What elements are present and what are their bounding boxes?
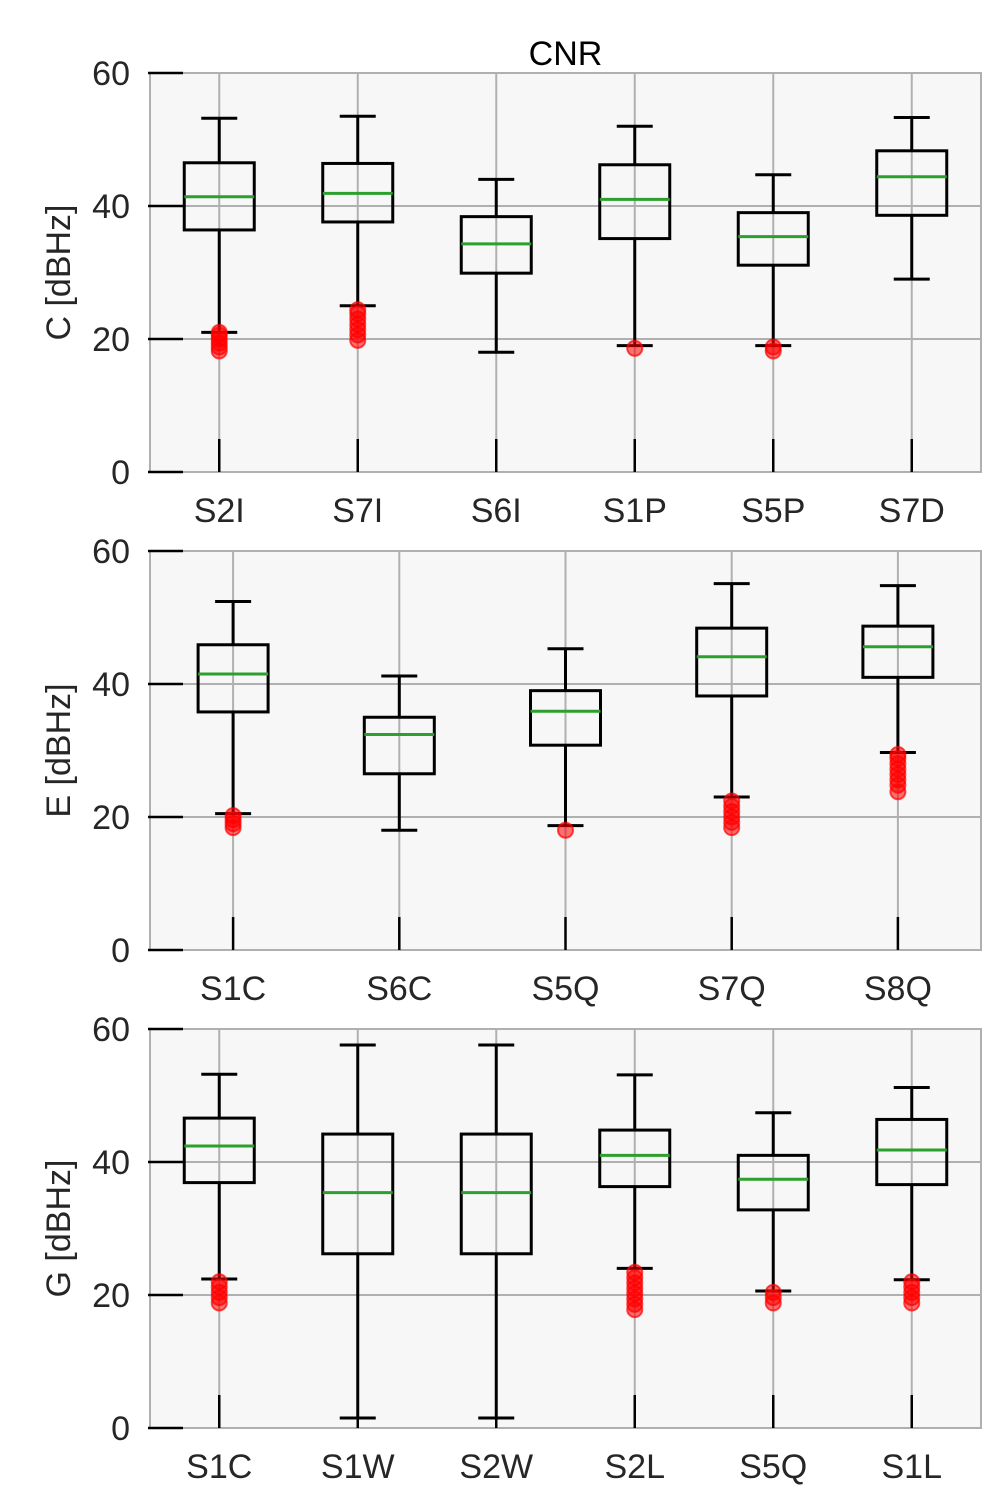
iqr-box [736, 1153, 810, 1212]
axes-frame [149, 1028, 982, 1429]
x-tick-label: S2I [194, 492, 245, 530]
iqr-box [695, 626, 769, 698]
outlier-point [626, 339, 644, 357]
y-tick-label: 60 [92, 533, 130, 571]
iqr-box [861, 624, 935, 679]
box-S5P [736, 173, 810, 360]
box-S8Q [861, 584, 935, 801]
x-tick-label: S7D [879, 492, 945, 530]
y-tick-label: 60 [92, 1011, 130, 1049]
box-S2I [182, 116, 256, 360]
x-tick-label: S7Q [698, 970, 766, 1008]
x-tick-label: S2L [605, 1448, 666, 1486]
panel-3: 0 20 40 60 S1C S1W S2W S2L S5Q S1L G [dBHz] [40, 1011, 982, 1486]
y-tick-label: 0 [111, 932, 130, 970]
iqr-box [875, 1117, 949, 1187]
outlier-point [764, 1283, 782, 1301]
iqr-box [875, 149, 949, 217]
box-S1L [875, 1086, 949, 1312]
axes-background [150, 1029, 981, 1428]
x-tick-label: S6C [366, 970, 432, 1008]
y-tick-label: 40 [92, 1144, 130, 1182]
x-tick-label: S1W [321, 1448, 395, 1486]
y-tick-label: 60 [92, 55, 130, 93]
box-S1C [182, 1072, 256, 1312]
box-S1P [598, 124, 672, 357]
iqr-box [736, 211, 810, 267]
x-tick-label: S6I [471, 492, 522, 530]
y-tick-label: 40 [92, 188, 130, 226]
panel-2: 0 20 40 60 S1C S6C S5Q S7Q S8Q E [dBHz] [40, 533, 982, 1008]
outlier-point [626, 1263, 644, 1281]
box-S2L [598, 1073, 672, 1319]
x-tick-label: S1C [186, 1448, 252, 1486]
x-tick-label: S1L [882, 1448, 943, 1486]
box-S1W [321, 1043, 395, 1420]
iqr-box [598, 163, 672, 241]
x-tick-label: S7I [332, 492, 383, 530]
y-tick-label: 0 [111, 1410, 130, 1448]
box-S5Q [736, 1111, 810, 1312]
y-tick-label: 0 [111, 454, 130, 492]
chart-title: CNR [529, 35, 603, 73]
box-S7D [875, 116, 949, 281]
outlier-point [210, 323, 228, 341]
box-S5Q [529, 647, 602, 839]
axes-background [150, 73, 981, 472]
iqr-box [196, 643, 270, 714]
x-tick-label: S2W [459, 1448, 533, 1486]
y-tick-label: 40 [92, 666, 130, 704]
x-tick-label: S5P [741, 492, 805, 530]
outlier-point [210, 1273, 228, 1291]
y-tick-label: 20 [92, 1277, 130, 1315]
outlier-point [764, 338, 782, 356]
x-tick-label: S5Q [739, 1448, 807, 1486]
axes-frame [149, 72, 982, 473]
box-S6I [459, 177, 533, 354]
x-tick-label: S1P [603, 492, 667, 530]
box-S6C [362, 674, 436, 832]
outlier-point [903, 1273, 921, 1291]
outlier-point [224, 807, 242, 825]
x-tick-label: S8Q [864, 970, 932, 1008]
iqr-box [182, 1116, 256, 1185]
iqr-box [362, 715, 436, 776]
box-S7I [321, 114, 395, 349]
outlier-point [349, 301, 367, 319]
y-tick-label: 20 [92, 799, 130, 837]
iqr-box [529, 689, 602, 747]
y-axis-label: E [dBHz] [40, 683, 78, 817]
outlier-point [889, 745, 907, 763]
x-tick-label: S1C [200, 970, 266, 1008]
y-axis-label: G [dBHz] [40, 1160, 78, 1298]
panel-1: 0 20 40 60 S2I S7I S6I S1P S5P S7D C [dBHz] CNR [40, 35, 982, 530]
outlier-point [723, 792, 741, 810]
iqr-box [598, 1128, 672, 1189]
outlier-point [557, 821, 574, 839]
box-S2W [459, 1043, 533, 1420]
y-axis-label: C [dBHz] [40, 204, 78, 340]
box-S1C [196, 600, 270, 837]
x-tick-label: S5Q [531, 970, 599, 1008]
y-tick-label: 20 [92, 321, 130, 359]
box-S7Q [695, 582, 769, 837]
